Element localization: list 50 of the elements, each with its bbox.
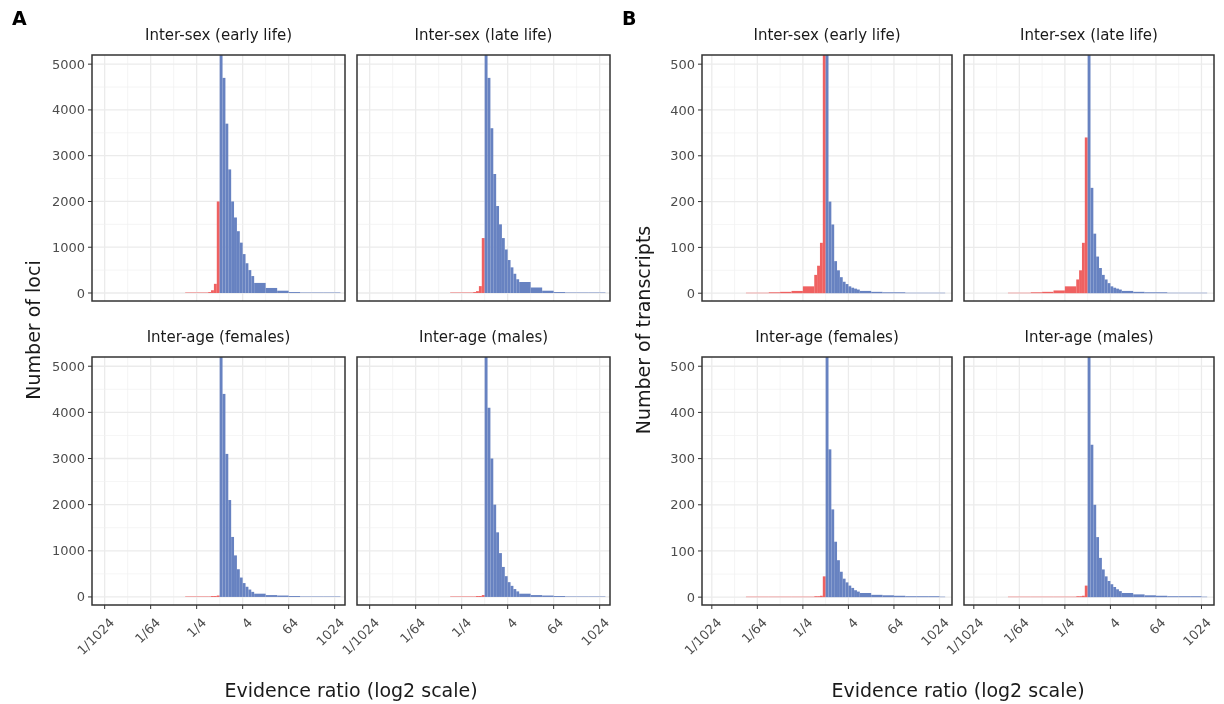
y-tick-label: 500	[670, 358, 695, 374]
x-tick-label: 4	[1106, 614, 1123, 632]
y-tick-label: 300	[670, 148, 695, 164]
y-tick-label: 300	[670, 451, 695, 467]
x-tick-label: 1/4	[448, 614, 475, 641]
y-tick-label: 200	[670, 194, 695, 210]
x-tick-label: 4	[503, 614, 521, 632]
chart-title: Inter-sex (early life)	[753, 26, 901, 44]
chart-title: Inter-age (males)	[418, 328, 549, 346]
y-axis-title: Number of transcripts	[632, 225, 654, 435]
y-tick-label: 100	[670, 543, 695, 559]
chart-title: Inter-sex (early life)	[144, 26, 293, 44]
chart-title: Inter-sex (late life)	[414, 26, 553, 44]
y-tick-label: 1000	[51, 543, 85, 559]
chart-title: Inter-age (females)	[755, 328, 899, 346]
y-tick-label: 2000	[51, 497, 85, 513]
x-tick-label: 64	[1146, 614, 1169, 638]
y-tick-label: 0	[76, 589, 85, 605]
x-tick-label: 64	[278, 614, 302, 638]
y-tick-label: 5000	[51, 358, 85, 374]
chart-title: Inter-sex (late life)	[1020, 26, 1158, 44]
y-tick-label: 3000	[51, 451, 85, 467]
y-tick-label: 2000	[51, 194, 85, 210]
y-tick-label: 0	[686, 285, 695, 301]
text: B	[622, 7, 637, 29]
y-tick-label: 100	[670, 239, 695, 255]
x-tick-label: 4	[238, 614, 256, 632]
x-tick-label: 64	[884, 614, 907, 638]
y-tick-label: 5000	[51, 56, 85, 72]
y-tick-label: 4000	[51, 404, 85, 420]
y-tick-label: 200	[670, 497, 695, 513]
x-axis-title: Evidence ratio (log2 scale)	[831, 679, 1085, 701]
x-axis-title: Evidence ratio (log2 scale)	[224, 679, 478, 701]
x-tick-label: 1/4	[183, 614, 210, 641]
x-tick-label: 1/4	[790, 614, 816, 641]
y-tick-label: 400	[670, 102, 695, 118]
y-tick-label: 0	[76, 285, 85, 301]
y-tick-label: 500	[670, 56, 695, 72]
x-tick-label: 64	[543, 614, 567, 638]
x-tick-label: 4	[844, 614, 861, 632]
chart-title: Inter-age (males)	[1024, 328, 1154, 346]
y-tick-label: 1000	[51, 239, 85, 255]
chart-title: Inter-age (females)	[146, 328, 291, 346]
y-tick-label: 4000	[51, 102, 85, 118]
y-tick-label: 3000	[51, 148, 85, 164]
y-tick-label: 0	[686, 589, 695, 605]
x-tick-label: 1/4	[1052, 614, 1078, 641]
text: A	[12, 7, 27, 29]
y-tick-label: 400	[670, 404, 695, 420]
y-axis-title: Number of loci	[22, 260, 44, 400]
